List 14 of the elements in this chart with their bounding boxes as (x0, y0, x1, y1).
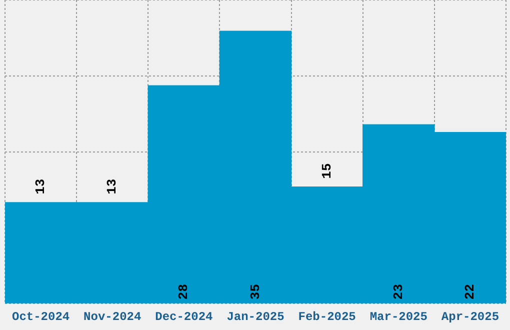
x-tick-label: Jan-2025 (226, 310, 284, 324)
data-label: 13 (104, 178, 120, 194)
x-tick-label: Mar-2025 (370, 310, 428, 324)
data-label: 23 (390, 284, 406, 300)
data-label: 28 (176, 284, 192, 300)
data-label: 13 (33, 178, 48, 194)
x-tick-label: Oct-2024 (12, 310, 70, 324)
x-tick-label: Feb-2025 (298, 310, 356, 324)
x-tick-label: Apr-2025 (441, 310, 500, 324)
data-label: 22 (462, 284, 478, 300)
data-label: 15 (319, 163, 334, 179)
x-tick-label: Nov-2024 (84, 310, 142, 324)
x-tick-label: Dec-2024 (155, 310, 213, 324)
data-label: 35 (248, 284, 263, 300)
